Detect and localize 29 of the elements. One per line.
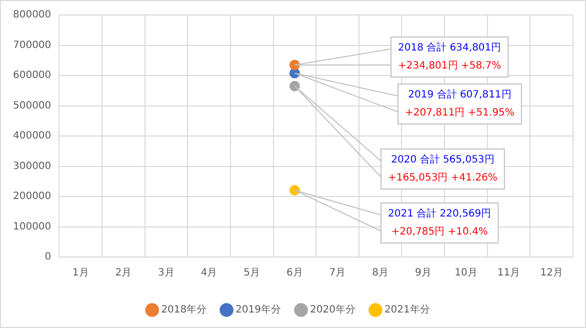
y-tick-label: 100000	[12, 221, 52, 232]
legend-label: 2018年分	[161, 304, 207, 316]
legend-label: 2020年分	[310, 304, 356, 316]
legend-label: 2019年分	[236, 304, 282, 316]
x-tick-label: 10月	[454, 268, 478, 279]
x-tick-label: 9月	[414, 268, 432, 279]
x-tick-label: 4月	[200, 268, 218, 279]
annotation: 2021 合計 220,569円 +20,785円 +10.4%	[388, 208, 492, 238]
y-tick-label: 700000	[12, 40, 52, 51]
y-tick-label: 0	[44, 252, 52, 263]
x-tick-label: 1月	[72, 268, 89, 279]
annotation: 2018 合計 634,801円 +234,801円 +58.7%	[398, 42, 502, 72]
y-tick-label: 600000	[12, 70, 52, 82]
x-tick-label: 8月	[372, 268, 389, 279]
x-tick-label: 7月	[329, 268, 346, 279]
y-tick-label: 500000	[12, 100, 52, 112]
annotation: 2020 合計 565,053円 +165,053円 +41.26%	[388, 154, 498, 184]
annotation: 2019 合計 607,811円 +207,811円 +51.95%	[405, 88, 514, 119]
x-tick-label: 3月	[158, 268, 174, 279]
y-tick-label: 800000	[12, 10, 52, 21]
y-tick-label: 300000	[12, 160, 52, 172]
x-tick-label: 2月	[115, 268, 132, 279]
x-tick-label: 6月	[286, 268, 303, 279]
y-tick-label: 400000	[12, 130, 52, 142]
x-tick-label: 12月	[540, 268, 563, 279]
y-tick-label: 200000	[12, 191, 52, 202]
legend-label: 2021年分	[384, 304, 430, 316]
x-tick-label: 11月	[497, 268, 520, 279]
x-tick-label: 5月	[244, 268, 260, 279]
